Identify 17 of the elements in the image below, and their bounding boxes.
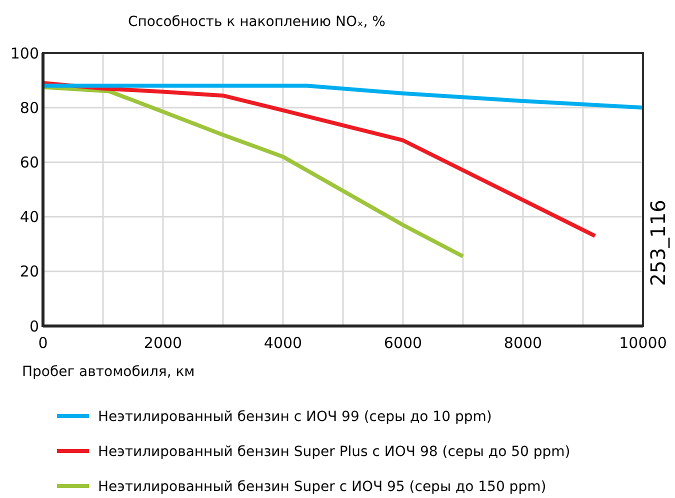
- y-axis-title: Способность к накоплению NOₓ, %: [128, 14, 386, 30]
- legend-label: Неэтилированный бензин с ИОЧ 99 (серы до 10 ppm): [98, 408, 492, 425]
- x-tick-label: 4000: [264, 334, 302, 352]
- x-tick-label: 10000: [619, 334, 667, 352]
- x-tick-label: 2000: [144, 334, 182, 352]
- x-tick-label: 6000: [384, 334, 422, 352]
- y-tick-label: 80: [20, 98, 39, 117]
- legend-label: Неэтилированный бензин Super с ИОЧ 95 (серы до 150 ppm): [98, 478, 546, 495]
- x-axis-title: Пробег автомобиля, км: [22, 364, 195, 380]
- y-tick-label: 40: [20, 208, 39, 226]
- text: 253_116: [646, 200, 670, 286]
- y-tick-label: 20: [20, 262, 39, 281]
- y-tick-label: 100: [10, 44, 39, 62]
- legend-label: Неэтилированный бензин Super Plus с ИОЧ 98 (серы до 50 ppm): [98, 444, 570, 460]
- y-tick-label: 60: [20, 153, 39, 172]
- y-tick-label: 0: [29, 317, 39, 336]
- x-tick-label: 8000: [504, 334, 542, 352]
